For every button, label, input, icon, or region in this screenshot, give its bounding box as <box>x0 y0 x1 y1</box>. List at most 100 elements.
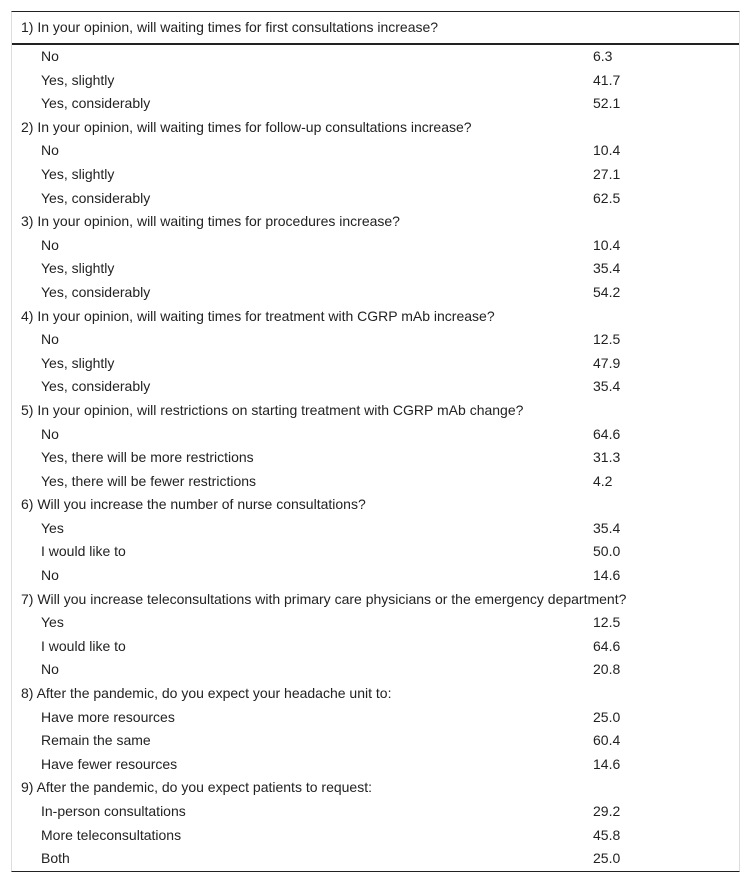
option-value: 25.0 <box>593 708 621 725</box>
option-value: 60.4 <box>593 732 621 749</box>
option-row: No 6.3 <box>12 45 739 69</box>
option-value: 6.3 <box>593 48 613 64</box>
option-row: No 10.4 <box>12 139 739 163</box>
option-row: Yes, considerably 35.4 <box>12 375 739 399</box>
option-row: I would like to 64.6 <box>12 635 739 659</box>
option-value: 45.8 <box>593 826 621 843</box>
option-row: Yes 12.5 <box>12 611 739 635</box>
option-label: No <box>41 331 59 348</box>
option-value: 64.6 <box>593 637 621 654</box>
option-value: 62.5 <box>593 189 621 206</box>
option-value: 14.6 <box>593 755 621 772</box>
option-value: 29.2 <box>593 803 621 819</box>
option-label: Both <box>41 850 70 867</box>
option-row: Have more resources 25.0 <box>12 706 739 730</box>
option-row: Yes, slightly 41.7 <box>12 69 739 93</box>
option-value: 4.2 <box>593 472 613 489</box>
option-value: 20.8 <box>593 661 621 678</box>
option-row: Yes, there will be fewer restrictions 4.2 <box>12 470 739 494</box>
option-value: 25.0 <box>593 850 621 867</box>
question-text: 6) Will you increase the number of nurse… <box>21 496 366 513</box>
option-row: Yes, slightly 47.9 <box>12 352 739 376</box>
option-row: I would like to 50.0 <box>12 540 739 564</box>
option-value: 10.4 <box>593 236 621 253</box>
option-value: 35.4 <box>593 519 621 536</box>
option-label: Yes, slightly <box>41 71 115 88</box>
option-value: 50.0 <box>593 543 621 560</box>
option-label: I would like to <box>41 637 126 654</box>
option-label: Yes <box>41 519 64 536</box>
option-row: Yes, considerably 52.1 <box>12 92 739 116</box>
option-label: Yes, slightly <box>41 260 115 277</box>
option-row: Yes 35.4 <box>12 517 739 541</box>
option-row: More teleconsultations 45.8 <box>12 824 739 848</box>
question-text: 7) Will you increase teleconsultations w… <box>21 590 627 607</box>
question-text: 9) After the pandemic, do you expect pat… <box>21 779 372 796</box>
option-label: No <box>41 236 59 253</box>
option-value: 35.4 <box>593 378 621 395</box>
option-row: No 12.5 <box>12 328 739 352</box>
survey-results-table: 1) In your opinion, will waiting times f… <box>11 11 740 872</box>
option-row: In-person consultations 29.2 <box>12 800 739 824</box>
option-value: 47.9 <box>593 354 621 371</box>
option-row: No 10.4 <box>12 234 739 258</box>
option-row: Both 25.0 <box>12 847 739 871</box>
option-value: 41.7 <box>593 71 621 88</box>
question-row: 9) After the pandemic, do you expect pat… <box>12 776 739 800</box>
question-text: 5) In your opinion, will restrictions on… <box>21 401 524 418</box>
option-value: 14.6 <box>593 567 621 584</box>
option-label: No <box>41 142 59 159</box>
option-row: No 14.6 <box>12 564 739 588</box>
question-row: 2) In your opinion, will waiting times f… <box>12 116 739 140</box>
option-row: Have fewer resources 14.6 <box>12 753 739 777</box>
option-row: Yes, slightly 35.4 <box>12 257 739 281</box>
question-row: 8) After the pandemic, do you expect you… <box>12 682 739 706</box>
option-label: Yes, there will be fewer restrictions <box>41 472 257 489</box>
option-label: More teleconsultations <box>41 826 182 843</box>
option-label: Yes, slightly <box>41 165 115 182</box>
question-row: 1) In your opinion, will waiting times f… <box>12 12 739 45</box>
question-text: 8) After the pandemic, do you expect you… <box>21 685 392 702</box>
option-row: Yes, slightly 27.1 <box>12 163 739 187</box>
option-label: In-person consultations <box>41 803 186 819</box>
option-label: Yes, considerably <box>41 283 151 300</box>
question-row: 5) In your opinion, will restrictions on… <box>12 399 739 423</box>
question-row: 3) In your opinion, will waiting times f… <box>12 210 739 234</box>
option-value: 12.5 <box>593 331 621 348</box>
option-label: I would like to <box>41 543 126 560</box>
option-row: No 64.6 <box>12 423 739 447</box>
option-row: Yes, considerably 62.5 <box>12 187 739 211</box>
option-value: 54.2 <box>593 283 621 300</box>
option-label: Have fewer resources <box>41 755 178 772</box>
option-label: Yes, considerably <box>41 95 151 112</box>
option-row: Yes, there will be more restrictions 31.3 <box>12 446 739 470</box>
option-value: 64.6 <box>593 425 621 442</box>
option-value: 52.1 <box>593 95 621 112</box>
option-label: No <box>41 48 59 64</box>
option-label: Yes <box>41 614 64 631</box>
option-label: Yes, slightly <box>41 354 115 371</box>
option-label: No <box>41 567 59 584</box>
option-label: Have more resources <box>41 708 175 725</box>
option-value: 10.4 <box>593 142 621 159</box>
question-text: 2) In your opinion, will waiting times f… <box>21 118 472 135</box>
option-label: Yes, considerably <box>41 378 151 395</box>
option-label: No <box>41 425 59 442</box>
question-text: 1) In your opinion, will waiting times f… <box>21 19 439 35</box>
option-row: No 20.8 <box>12 658 739 682</box>
option-label: Remain the same <box>41 732 151 749</box>
option-value: 27.1 <box>593 165 621 182</box>
question-row: 4) In your opinion, will waiting times f… <box>12 305 739 329</box>
option-value: 12.5 <box>593 614 621 631</box>
option-value: 31.3 <box>593 449 621 466</box>
option-row: Remain the same 60.4 <box>12 729 739 753</box>
option-value: 35.4 <box>593 260 621 277</box>
question-text: 3) In your opinion, will waiting times f… <box>21 213 400 230</box>
option-label: Yes, there will be more restrictions <box>41 449 254 466</box>
question-row: 7) Will you increase teleconsultations w… <box>12 588 739 612</box>
question-text: 4) In your opinion, will waiting times f… <box>21 307 495 324</box>
option-row: Yes, considerably 54.2 <box>12 281 739 305</box>
option-label: No <box>41 661 59 678</box>
question-row: 6) Will you increase the number of nurse… <box>12 493 739 517</box>
option-label: Yes, considerably <box>41 189 151 206</box>
